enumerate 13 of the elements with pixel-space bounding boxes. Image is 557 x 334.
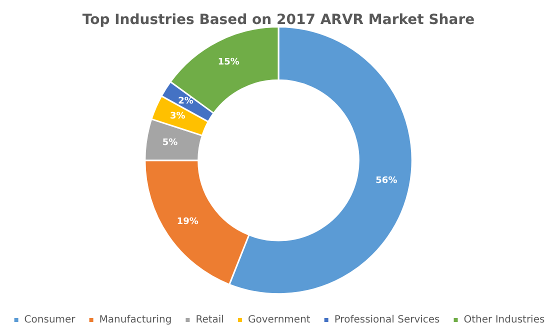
data-label: 5% (162, 138, 178, 148)
legend-label: Other Industries (464, 314, 545, 326)
data-label: 19% (176, 217, 198, 228)
chart-title: Top Industries Based on 2017 ARVR Market Share (82, 12, 475, 28)
legend-label: Retail (196, 314, 224, 326)
data-label: 56% (376, 176, 398, 186)
legend-label: Government (248, 314, 310, 326)
data-label: 3% (170, 112, 186, 122)
legend-label: Manufacturing (99, 314, 172, 326)
data-label: 2% (178, 96, 194, 106)
data-label: 15% (218, 57, 240, 68)
legend-label: Consumer (24, 314, 76, 326)
legend-label: Professional Services (334, 314, 440, 326)
